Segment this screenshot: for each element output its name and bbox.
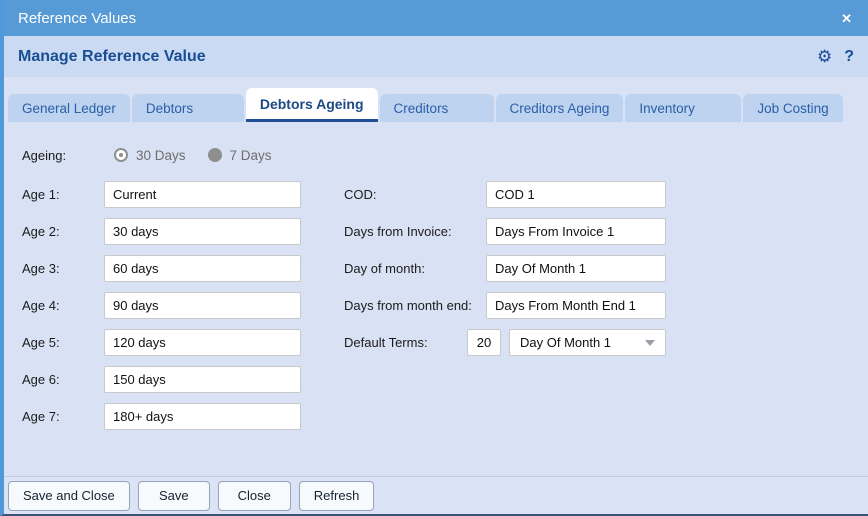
tab-general-ledger[interactable]: General Ledger xyxy=(8,94,130,122)
days-from-invoice-label: Days from Invoice: xyxy=(344,224,452,239)
save-button[interactable]: Save xyxy=(137,480,210,511)
age-7-input[interactable] xyxy=(104,403,301,430)
field-row-day-of-month: Day of month: xyxy=(344,255,666,282)
day-of-month-input[interactable] xyxy=(486,255,666,282)
age-5-label: Age 5: xyxy=(22,335,60,350)
tab-job-costing[interactable]: Job Costing xyxy=(743,94,844,122)
age-4-label: Age 4: xyxy=(22,298,60,313)
age-1-input[interactable] xyxy=(104,181,301,208)
field-row-default-terms: Default Terms: Day Of Month 1 xyxy=(344,329,666,356)
radio-option-30-days[interactable]: 30 Days xyxy=(114,148,186,163)
help-icon[interactable]: ? xyxy=(844,47,854,65)
field-row-days-from-month-end: Days from month end: xyxy=(344,292,666,319)
radio-icon-7-days[interactable] xyxy=(207,148,222,162)
close-button[interactable]: Close xyxy=(217,480,291,511)
refresh-button[interactable]: Refresh xyxy=(298,480,375,511)
cod-label: COD: xyxy=(344,187,377,202)
tab-debtors[interactable]: Debtors xyxy=(131,94,244,122)
dropdown-arrow-icon xyxy=(645,339,655,346)
age-7-label: Age 7: xyxy=(22,409,60,424)
gear-icon[interactable]: ⚙ xyxy=(816,47,833,66)
ageing-row: Ageing: 30 Days 7 Days xyxy=(22,147,272,163)
ageing-radio-group: 30 Days 7 Days xyxy=(114,148,272,163)
close-icon[interactable]: ✕ xyxy=(841,10,852,26)
page-title: Manage Reference Value xyxy=(18,47,206,65)
tab-debtors-ageing[interactable]: Debtors Ageing xyxy=(245,88,378,122)
save-and-close-button[interactable]: Save and Close xyxy=(8,480,130,511)
footer-toolbar: Save and Close Save Close Refresh xyxy=(4,476,868,514)
window-title: Reference Values xyxy=(18,9,137,27)
default-terms-selected-option: Day Of Month 1 xyxy=(520,335,612,350)
default-terms-days-input[interactable] xyxy=(467,329,501,356)
default-terms-label: Default Terms: xyxy=(344,335,428,350)
default-terms-select[interactable]: Day Of Month 1 xyxy=(509,329,666,356)
radio-icon-30-days[interactable] xyxy=(114,148,128,162)
days-from-month-end-label: Days from month end: xyxy=(344,298,472,313)
dialog-header: Manage Reference Value ⚙ ? xyxy=(4,36,868,77)
header-icons: ⚙ ? xyxy=(817,48,854,65)
field-row-age-4: Age 4: xyxy=(22,292,301,319)
field-row-age-7: Age 7: xyxy=(22,403,301,430)
age-1-label: Age 1: xyxy=(22,187,60,202)
age-3-input[interactable] xyxy=(104,255,301,282)
field-row-age-2: Age 2: xyxy=(22,218,301,245)
tab-inventory[interactable]: Inventory xyxy=(625,94,742,122)
field-row-cod: COD: xyxy=(344,181,666,208)
age-3-label: Age 3: xyxy=(22,261,60,276)
field-row-age-3: Age 3: xyxy=(22,255,301,282)
tab-creditors-ageing[interactable]: Creditors Ageing xyxy=(495,94,624,122)
age-2-label: Age 2: xyxy=(22,224,60,239)
ageing-label: Ageing: xyxy=(22,147,67,163)
cod-input[interactable] xyxy=(486,181,666,208)
age-5-input[interactable] xyxy=(104,329,301,356)
days-from-invoice-input[interactable] xyxy=(486,218,666,245)
radio-option-7-days[interactable]: 7 Days xyxy=(207,147,272,163)
radio-label-30-days: 30 Days xyxy=(136,147,186,163)
day-of-month-label: Day of month: xyxy=(344,261,425,276)
tab-creditors[interactable]: Creditors xyxy=(379,94,494,122)
radio-label-7-days: 7 Days xyxy=(229,147,272,163)
field-row-days-from-invoice: Days from Invoice: xyxy=(344,218,666,245)
window-titlebar: Reference Values ✕ xyxy=(4,0,868,36)
age-6-label: Age 6: xyxy=(22,372,60,387)
field-row-age-6: Age 6: xyxy=(22,366,301,393)
age-2-input[interactable] xyxy=(104,218,301,245)
age-4-input[interactable] xyxy=(104,292,301,319)
age-6-input[interactable] xyxy=(104,366,301,393)
days-from-month-end-input[interactable] xyxy=(486,292,666,319)
field-row-age-5: Age 5: xyxy=(22,329,301,356)
field-row-age-1: Age 1: xyxy=(22,181,301,208)
tab-bar: General Ledger Debtors Debtors Ageing Cr… xyxy=(8,88,868,122)
